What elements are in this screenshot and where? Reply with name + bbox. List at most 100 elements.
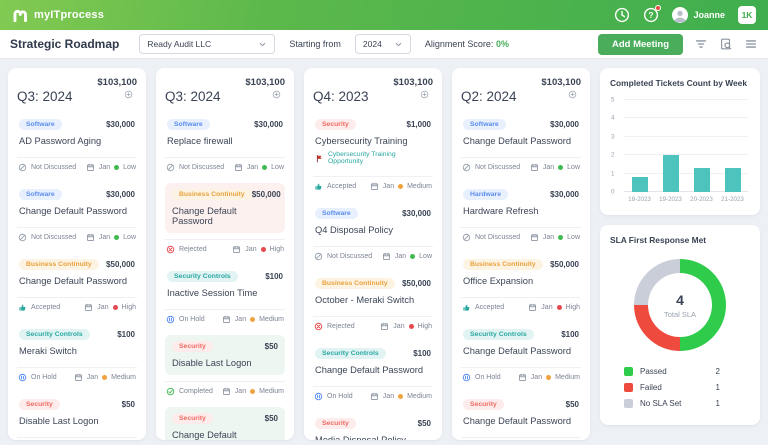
accepted-icon bbox=[314, 182, 323, 191]
opportunity-link-label: Cybersecurity Training Opportunity bbox=[328, 151, 396, 165]
month-label: Jan bbox=[382, 183, 395, 190]
status-text: Rejected bbox=[327, 323, 355, 330]
priority-dot bbox=[112, 305, 118, 310]
kaseya-badge[interactable]: 1K bbox=[738, 6, 756, 24]
initiative-card[interactable]: Business Continuity $50,000 Change Default… bbox=[165, 183, 285, 256]
initiative-card[interactable]: Business Continuity $50,000 October - Mera… bbox=[313, 272, 433, 333]
card-price: $100 bbox=[117, 330, 135, 339]
priority-label: Medium bbox=[259, 388, 284, 395]
card-body: Security $50 Change Default Password bbox=[461, 393, 581, 431]
calendar-icon bbox=[84, 303, 93, 312]
card-price: $30,000 bbox=[550, 190, 579, 199]
add-initiative-button[interactable] bbox=[420, 90, 433, 103]
menu-icon[interactable] bbox=[744, 37, 758, 51]
priority-label: Medium bbox=[555, 374, 580, 381]
bar bbox=[631, 177, 648, 192]
help-icon[interactable]: ? bbox=[643, 5, 662, 23]
initiative-card[interactable]: Security $50 Disable Last Logon In progress… bbox=[17, 393, 137, 440]
status-text: Not Discussed bbox=[327, 253, 373, 260]
card-footer: Accepted Jan High bbox=[461, 297, 581, 314]
status-text: Not Discussed bbox=[475, 164, 521, 171]
card-tag-row: Business Continuity $50,000 bbox=[463, 259, 579, 270]
preview-icon[interactable] bbox=[719, 37, 733, 51]
status-label: Not Discussed bbox=[18, 233, 76, 242]
card-body: Business Continuity $50,000 October - Mera… bbox=[313, 272, 433, 310]
column-total: $103,100 bbox=[541, 77, 581, 88]
status-label: Not Discussed bbox=[166, 163, 224, 172]
initiative-card[interactable]: Software $30,000 Replace firewall Not Discu… bbox=[165, 113, 285, 174]
month-label: Jan bbox=[234, 316, 247, 323]
initiative-card[interactable]: Business Continuity $50,000 Change Default… bbox=[17, 253, 137, 314]
card-tag-row: Software $30,000 bbox=[463, 119, 579, 130]
opportunity-link[interactable]: Cybersecurity Training Opportunity bbox=[315, 151, 431, 165]
category-tag: Software bbox=[167, 119, 210, 130]
initiative-card[interactable]: Hardware $30,000 Hardware Refresh Not Discu… bbox=[461, 183, 581, 244]
priority-dot bbox=[262, 165, 268, 170]
bar bbox=[724, 168, 741, 192]
status-label: Accepted bbox=[314, 182, 356, 191]
card-price: $50 bbox=[264, 342, 278, 351]
card-body: Security Controls $100 Inactive Session Ti… bbox=[165, 265, 285, 303]
charts-sidebar: Completed Tickets Count by Week 0 1 2 3 4 5 1… bbox=[600, 68, 760, 425]
donut-legend: Passed 2 Failed 1 No SLA Set 1 bbox=[624, 367, 746, 408]
add-initiative-button[interactable] bbox=[568, 90, 581, 103]
priority-label: Low bbox=[123, 164, 136, 171]
status-label: Rejected bbox=[314, 322, 355, 331]
initiative-card[interactable]: Security $50 Change Default Password In pro… bbox=[461, 393, 581, 440]
add-initiative-button[interactable] bbox=[124, 90, 137, 103]
status-text: Rejected bbox=[179, 246, 207, 253]
filter-icon[interactable] bbox=[694, 37, 708, 51]
card-footer: Accepted Jan High bbox=[17, 297, 137, 314]
category-tag: Security Controls bbox=[315, 348, 386, 359]
status-text: On Hold bbox=[475, 374, 501, 381]
card-tag-row: Business Continuity $50,000 bbox=[19, 259, 135, 270]
card-title: Cybersecurity Training bbox=[315, 136, 408, 146]
add-initiative-button[interactable] bbox=[272, 90, 285, 103]
initiative-card[interactable]: Security Controls $100 Meraki Switch On Hol… bbox=[17, 323, 137, 384]
card-footer: Not Discussed Jan Low bbox=[165, 157, 285, 174]
bar bbox=[662, 155, 679, 192]
card-price: $100 bbox=[413, 349, 431, 358]
x-tick-label: 21-2023 bbox=[721, 196, 744, 203]
card-title: Change Default Password bbox=[172, 206, 237, 226]
clock-icon[interactable] bbox=[614, 7, 630, 23]
card-tag-row: Software $30,000 bbox=[167, 119, 283, 130]
initiative-card[interactable]: Software $30,000 Q4 Disposal Policy Not Dis… bbox=[313, 202, 433, 263]
add-meeting-button[interactable]: Add Meeting bbox=[598, 33, 683, 55]
category-tag: Business Continuity bbox=[315, 278, 395, 289]
initiative-card[interactable]: Security Controls $100 Inactive Session Ti… bbox=[165, 265, 285, 326]
category-tag: Software bbox=[463, 119, 506, 130]
card-meta: Jan Medium bbox=[518, 373, 580, 382]
initiative-card[interactable]: Software $30,000 Change Default Password No… bbox=[17, 183, 137, 244]
client-select[interactable]: Ready Audit LLC bbox=[139, 34, 276, 54]
chart-title: SLA First Response Met bbox=[610, 235, 707, 245]
priority-label: Low bbox=[419, 253, 432, 260]
initiative-card[interactable]: Software $30,000 AD Password Aging Not Disc… bbox=[17, 113, 137, 174]
priority-label: High bbox=[269, 246, 284, 253]
initiative-card[interactable]: Software $30,000 Change Default Password No… bbox=[461, 113, 581, 174]
y-tick-label: 0 bbox=[611, 188, 615, 196]
initiative-card[interactable]: Security Controls $100 Change Default Pass… bbox=[313, 342, 433, 403]
initiative-card[interactable]: Security Controls $100 Change Default Pass… bbox=[461, 323, 581, 384]
card-meta: Jan Low bbox=[530, 233, 580, 242]
card-tag-row: Security Controls $100 bbox=[315, 348, 431, 359]
initiative-card[interactable]: Business Continuity $50,000 Office Expansi… bbox=[461, 253, 581, 314]
card-meta: Jan Low bbox=[86, 233, 136, 242]
alignment-score-value: 0% bbox=[495, 39, 509, 49]
card-body: Software $30,000 Change Default Password bbox=[461, 113, 581, 151]
roadmap-column: $103,100 Q4: 2023 Security $1,000 Cybersecur… bbox=[304, 68, 442, 440]
priority-label: High bbox=[565, 304, 580, 311]
calendar-icon bbox=[222, 315, 231, 324]
roadmap-board: $103,100 Q3: 2024 Software $30,000 AD Passwo… bbox=[0, 59, 768, 445]
app-logo[interactable]: myITprocess bbox=[0, 0, 118, 30]
initiative-card[interactable]: Security $50 Disable Last Logon Completed Ja… bbox=[165, 335, 285, 398]
user-menu[interactable]: Joanne bbox=[672, 7, 725, 23]
status-label: Accepted bbox=[462, 303, 504, 312]
year-select[interactable]: 2024 bbox=[354, 34, 411, 54]
priority-label: Low bbox=[567, 234, 580, 241]
status-text: Accepted bbox=[31, 304, 61, 311]
legend-item: Passed 2 bbox=[624, 367, 746, 376]
initiative-card[interactable]: Security $1,000 Cybersecurity Training Cybe… bbox=[313, 113, 433, 193]
